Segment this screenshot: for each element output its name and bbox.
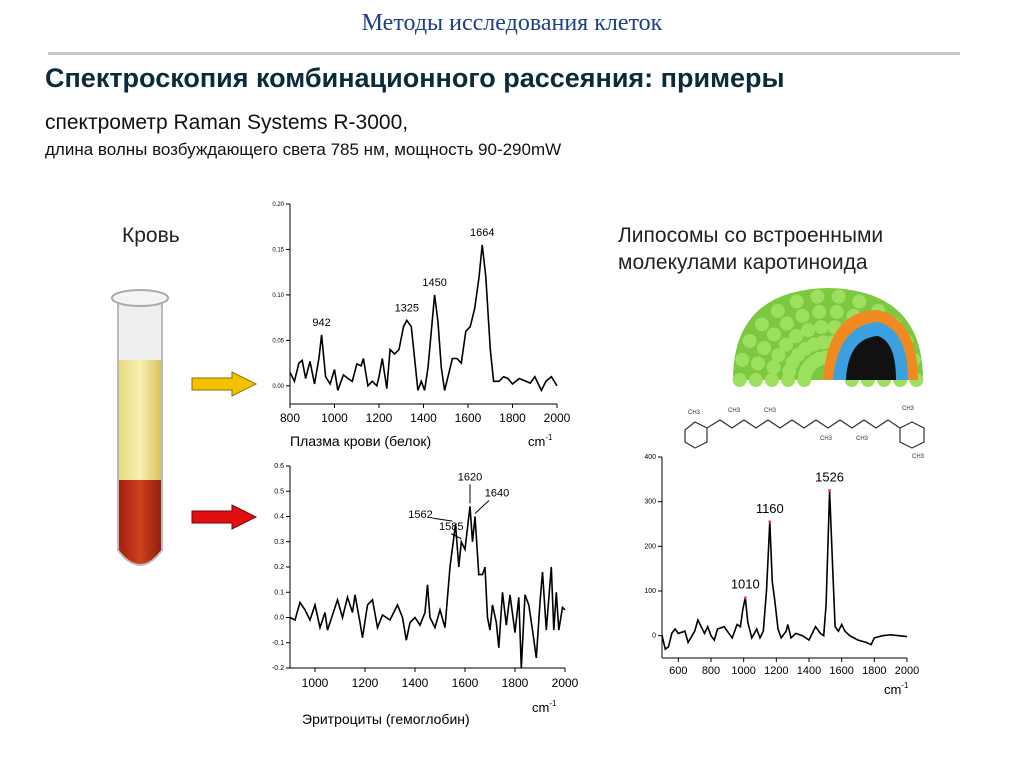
peak-marker — [768, 520, 772, 524]
y-tick-label: 200 — [644, 543, 656, 550]
annotation-arrow — [451, 533, 462, 540]
peak-label: 1160 — [756, 501, 784, 516]
y-tick-label: 0.05 — [272, 338, 284, 344]
y-tick-label: 0 — [652, 633, 656, 640]
peak-label: 942 — [312, 317, 330, 329]
annotation-arrow — [432, 517, 453, 522]
y-tick-label: 100 — [644, 588, 656, 595]
liposome-label-line2: молекулами каротиноида — [618, 251, 868, 274]
x-tick-label: 1800 — [499, 411, 526, 425]
spectrum-line — [661, 490, 908, 651]
x-tick-label: 2000 — [544, 411, 571, 425]
peak-label: 1010 — [731, 577, 760, 592]
liposome-label: Липосомы со встроенными молекулами карот… — [618, 222, 883, 276]
peak-label: 1325 — [395, 302, 419, 314]
peak-label: 1562 — [408, 509, 432, 521]
peak-label: 1620 — [458, 471, 482, 483]
chart-1: 800 1000 1200 1400 1600 1800 2000 0.00 0.05 0.10 0… — [272, 202, 570, 449]
svg-text:CH3: CH3 — [764, 408, 777, 414]
x-tick-label: 1400 — [402, 676, 429, 690]
y-tick-label: -0.1 — [272, 640, 284, 647]
carotenoid-molecule-icon: CH3 CH3 CH3 CH3 CH3 CH3 CH3 — [684, 406, 925, 460]
slide-header: Методы исследования клеток — [361, 10, 663, 36]
svg-text:CH3: CH3 — [902, 406, 915, 412]
peak-label: 1450 — [422, 277, 446, 289]
peak-label: 1585 — [439, 521, 463, 533]
test-tube-icon — [111, 289, 169, 566]
peak-label: 1640 — [485, 488, 509, 500]
peak-label: 1664 — [470, 227, 494, 239]
y-tick-label: 0.3 — [274, 539, 284, 546]
peak-marker — [743, 596, 747, 600]
subtitle-line1: спектрометр Raman Systems R-3000, — [45, 111, 409, 134]
x-tick-label: 1200 — [352, 676, 379, 690]
x-tick-label: 1000 — [731, 665, 755, 677]
x-tick-label: 2000 — [895, 665, 919, 677]
y-tick-label: 0.10 — [272, 293, 284, 299]
x-tick-label: 1600 — [452, 676, 479, 690]
x-tick-label: 1400 — [410, 411, 437, 425]
y-tick-label: 0.4 — [274, 514, 284, 521]
x-axis-label: Плазма крови (белок) — [290, 433, 431, 449]
svg-text:CH3: CH3 — [856, 436, 869, 442]
y-tick-label: 0.6 — [274, 463, 284, 470]
x-axis-label: Эритроциты (гемоглобин) — [302, 711, 470, 727]
x-tick-label: 1600 — [455, 411, 482, 425]
x-tick-label: 1200 — [366, 411, 393, 425]
peak-label: 1526 — [815, 470, 844, 485]
x-tick-label: 1000 — [321, 411, 348, 425]
y-tick-label: 0.0 — [274, 615, 284, 622]
y-tick-label: -0.2 — [272, 665, 284, 672]
arrow-right-icon — [191, 371, 258, 397]
arrow-right-icon — [191, 504, 258, 530]
x-tick-label: 1000 — [302, 676, 329, 690]
x-axis-unit: cm-1 — [884, 681, 909, 697]
x-tick-label: 800 — [280, 411, 300, 425]
svg-text:CH3: CH3 — [912, 454, 925, 460]
x-tick-label: 600 — [669, 665, 687, 677]
y-tick-label: 400 — [644, 454, 656, 461]
subtitle-line2: длина волны возбуждающего света 785 нм, … — [45, 140, 562, 159]
chart-3: 600 800 1000 1200 1400 1600 1800 2000 0 100 200 300… — [644, 454, 919, 697]
svg-text:CH3: CH3 — [688, 410, 701, 416]
annotation-arrow — [474, 500, 490, 514]
x-tick-label: 800 — [702, 665, 720, 677]
spectrum-line — [289, 506, 566, 669]
svg-text:CH3: CH3 — [728, 408, 741, 414]
divider — [48, 52, 960, 55]
x-tick-label: 1800 — [862, 665, 886, 677]
y-tick-label: 0.5 — [274, 488, 284, 495]
x-axis-unit: cm-1 — [532, 699, 557, 715]
y-tick-label: 0.00 — [272, 384, 284, 390]
y-tick-label: 0.20 — [272, 202, 284, 208]
y-tick-label: 0.15 — [272, 247, 284, 253]
peak-marker — [828, 489, 832, 492]
x-tick-label: 1800 — [502, 676, 529, 690]
x-tick-label: 1400 — [797, 665, 821, 677]
y-tick-label: 0.2 — [274, 564, 284, 571]
x-axis-unit: cm-1 — [528, 433, 553, 449]
liposome-icon — [732, 288, 924, 387]
spectrum-line — [289, 244, 558, 393]
y-tick-label: 300 — [644, 499, 656, 506]
svg-text:CH3: CH3 — [820, 436, 833, 442]
x-tick-label: 1200 — [764, 665, 788, 677]
slide-title: Спектроскопия комбинационного рассеяния:… — [45, 63, 785, 93]
blood-label: Кровь — [122, 224, 180, 247]
y-tick-label: 0.1 — [274, 589, 284, 596]
x-tick-label: 1600 — [829, 665, 853, 677]
chart-2: 1000 1200 1400 1600 1800 2000 -0.2 -0.1 0.0 0.1 0.… — [272, 463, 579, 727]
x-tick-label: 2000 — [552, 676, 579, 690]
liposome-label-line1: Липосомы со встроенными — [618, 224, 884, 247]
